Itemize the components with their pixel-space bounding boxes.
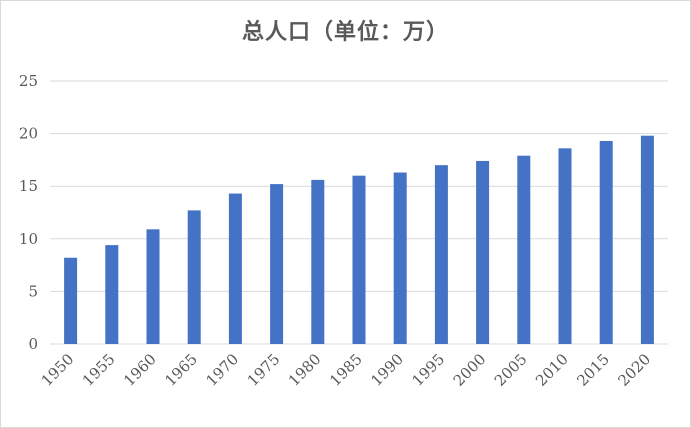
x-tick-label: 1970	[202, 350, 242, 390]
x-tick-label: 1965	[161, 350, 201, 390]
x-tick-label: 1990	[367, 350, 407, 390]
y-tick-label: 20	[19, 125, 38, 143]
x-tick-label: 1955	[79, 350, 119, 390]
bar-2005	[517, 155, 531, 344]
bar-2000	[476, 160, 490, 344]
bar-1975	[270, 184, 284, 344]
x-tick-label: 2020	[614, 350, 654, 390]
x-axis-tick-labels: 1950 1955 1960 1965 1970 1975 1980 1985 1990 1995…	[38, 350, 655, 390]
x-tick-label: 1985	[326, 350, 366, 390]
bar-1995	[434, 165, 448, 344]
y-tick-label: 15	[19, 177, 38, 195]
x-tick-label: 1950	[38, 350, 78, 390]
bar-1955	[105, 245, 119, 344]
y-tick-label: 5	[28, 282, 38, 300]
bar-1990	[393, 172, 407, 344]
x-tick-label: 2010	[532, 350, 572, 390]
bar-1970	[228, 193, 242, 344]
y-tick-label: 10	[19, 230, 38, 248]
bar-1960	[146, 229, 160, 344]
y-tick-label: 0	[28, 335, 38, 353]
x-tick-label: 1995	[408, 350, 448, 390]
x-tick-label: 1960	[120, 350, 160, 390]
y-axis-tick-labels: 0 5 10 15 20 25	[19, 72, 38, 353]
bar-2020	[640, 135, 654, 344]
x-tick-label: 1980	[285, 350, 325, 390]
y-tick-label: 25	[19, 72, 38, 90]
chart-title: 总人口（单位：万）	[241, 20, 449, 45]
bar-1950	[64, 257, 78, 344]
x-tick-label: 2015	[573, 350, 613, 390]
bar-1985	[352, 175, 366, 344]
x-tick-label: 1975	[244, 350, 284, 390]
bar-1965	[187, 210, 201, 344]
bar-2010	[558, 148, 572, 344]
bars	[64, 135, 654, 344]
bar-2015	[599, 140, 613, 344]
x-tick-label: 2000	[450, 350, 490, 390]
x-tick-label: 2005	[491, 350, 531, 390]
bar-1980	[311, 179, 325, 344]
